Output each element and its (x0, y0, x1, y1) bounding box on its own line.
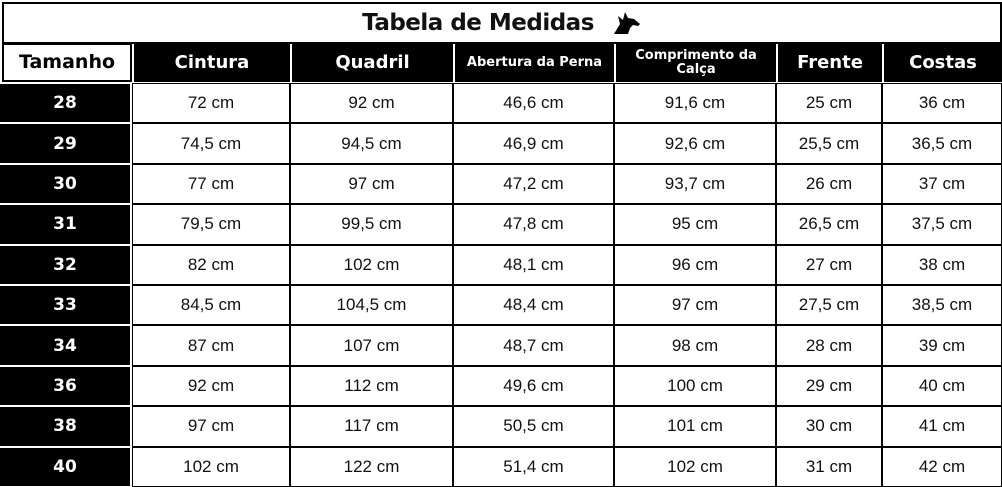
measure-cell: 25,5 cm (776, 123, 882, 164)
column-header: Quadril (292, 43, 453, 82)
measure-cell: 31 cm (776, 446, 882, 487)
size-cell: 28 (0, 84, 130, 123)
measure-cell: 107 cm (290, 325, 453, 366)
column-header: Tamanho (2, 43, 132, 82)
size-cell: 34 (0, 326, 130, 365)
measure-cell: 30 cm (776, 406, 882, 447)
measure-cell: 79,5 cm (132, 204, 290, 245)
measure-cell: 82 cm (132, 244, 290, 285)
measure-cell: 112 cm (290, 365, 453, 407)
measure-cell: 72 cm (132, 83, 290, 124)
measure-cell: 51,4 cm (453, 446, 614, 487)
column-header: Abertura da Perna (455, 43, 614, 82)
measure-cell: 96 cm (614, 244, 776, 285)
measure-cell: 38 cm (882, 244, 1002, 285)
measure-cell: 37,5 cm (882, 204, 1002, 245)
size-cell: 32 (0, 245, 130, 284)
measure-cell: 94,5 cm (290, 123, 453, 164)
measure-cell: 46,9 cm (453, 123, 614, 164)
measure-cell: 48,1 cm (453, 244, 614, 285)
measure-cell: 117 cm (290, 406, 453, 447)
column-header: Frente (778, 43, 882, 82)
measure-cell: 28 cm (776, 325, 882, 366)
size-cell: 33 (0, 286, 130, 325)
measure-cell: 93,7 cm (614, 163, 776, 205)
measure-cell: 37 cm (882, 163, 1002, 205)
measure-cell: 50,5 cm (453, 406, 614, 447)
size-cell: 29 (0, 124, 130, 163)
size-cell: 30 (0, 164, 130, 204)
measure-cell: 36,5 cm (882, 123, 1002, 164)
measure-cell: 95 cm (614, 204, 776, 245)
measure-cell: 97 cm (132, 406, 290, 447)
measure-cell: 48,7 cm (453, 325, 614, 366)
column-header: Costas (884, 43, 1002, 82)
measure-cell: 84,5 cm (132, 285, 290, 326)
title-bar: Tabela de Medidas (2, 2, 1002, 44)
measure-cell: 99,5 cm (290, 204, 453, 245)
measure-cell: 97 cm (614, 285, 776, 326)
measure-cell: 39 cm (882, 325, 1002, 366)
measure-cell: 102 cm (132, 446, 290, 487)
title: Tabela de Medidas (362, 10, 594, 36)
measure-cell: 38,5 cm (882, 285, 1002, 326)
measure-cell: 49,6 cm (453, 365, 614, 407)
wolf-icon (613, 12, 640, 34)
column-header: Cintura (134, 43, 290, 82)
size-cell: 40 (0, 447, 130, 486)
measure-cell: 91,6 cm (614, 83, 776, 124)
measure-cell: 104,5 cm (290, 285, 453, 326)
measure-cell: 92,6 cm (614, 123, 776, 164)
measure-cell: 97 cm (290, 163, 453, 205)
measure-cell: 46,6 cm (453, 83, 614, 124)
size-cell: 36 (0, 366, 130, 406)
measure-cell: 100 cm (614, 365, 776, 407)
measure-cell: 102 cm (614, 446, 776, 487)
size-cell: 31 (0, 205, 130, 244)
measure-cell: 87 cm (132, 325, 290, 366)
measure-cell: 122 cm (290, 446, 453, 487)
measure-cell: 47,8 cm (453, 204, 614, 245)
size-cell: 38 (0, 407, 130, 446)
measure-cell: 25 cm (776, 83, 882, 124)
measure-cell: 102 cm (290, 244, 453, 285)
measure-cell: 26,5 cm (776, 204, 882, 245)
measure-cell: 40 cm (882, 365, 1002, 407)
measure-cell: 101 cm (614, 406, 776, 447)
measure-cell: 27,5 cm (776, 285, 882, 326)
measure-cell: 36 cm (882, 83, 1002, 124)
measure-cell: 92 cm (132, 365, 290, 407)
measure-cell: 42 cm (882, 446, 1002, 487)
measure-cell: 47,2 cm (453, 163, 614, 205)
measure-cell: 26 cm (776, 163, 882, 205)
measure-cell: 92 cm (290, 83, 453, 124)
column-header: Comprimento da Calça (616, 43, 776, 82)
measure-cell: 48,4 cm (453, 285, 614, 326)
measure-cell: 41 cm (882, 406, 1002, 447)
measure-cell: 27 cm (776, 244, 882, 285)
measure-cell: 29 cm (776, 365, 882, 407)
measure-cell: 77 cm (132, 163, 290, 205)
measure-cell: 98 cm (614, 325, 776, 366)
measure-cell: 74,5 cm (132, 123, 290, 164)
